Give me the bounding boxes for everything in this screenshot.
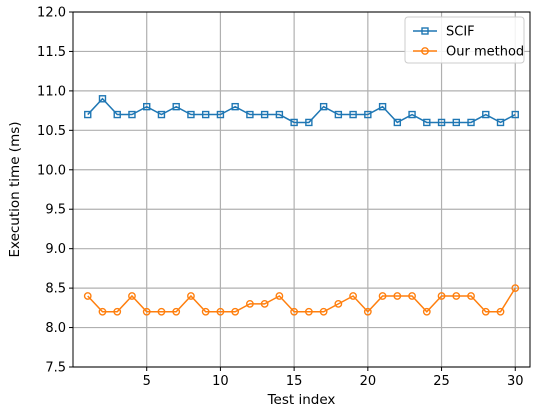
data-point	[305, 118, 313, 127]
data-point	[319, 102, 328, 111]
x-tick-label: 30	[507, 374, 524, 389]
data-point	[201, 110, 210, 119]
x-axis-ticks: 5 10 15 20 25 30	[143, 367, 524, 389]
y-tick-label: 8.0	[45, 321, 66, 336]
data-point	[142, 307, 151, 316]
data-point	[246, 110, 254, 119]
y-tick-label: 10.5	[37, 124, 66, 139]
legend-marker	[421, 27, 429, 35]
data-point	[393, 118, 402, 127]
y-tick-label: 8.5	[45, 282, 66, 297]
data-point	[364, 110, 372, 119]
data-point	[363, 307, 372, 316]
y-tick-label: 9.0	[45, 242, 66, 257]
x-tick-label: 15	[286, 374, 303, 389]
data-point	[113, 307, 122, 316]
legend-label: SCIF	[446, 25, 475, 40]
data-point	[319, 307, 328, 316]
data-point	[393, 292, 402, 300]
data-point	[231, 102, 239, 111]
data-point	[511, 110, 519, 119]
series-1	[83, 284, 520, 316]
x-tick-label: 10	[212, 374, 229, 389]
data-point	[231, 307, 240, 316]
legend-marker	[421, 47, 429, 55]
data-point	[187, 292, 195, 300]
y-tick-label: 11.0	[37, 84, 66, 99]
data-point	[84, 110, 92, 119]
x-tick-label: 25	[433, 374, 450, 389]
x-tick-label: 5	[143, 374, 151, 389]
data-point	[187, 110, 195, 119]
plot-frame	[72, 11, 531, 368]
data-point	[83, 292, 92, 300]
series-layer	[83, 95, 520, 316]
data-point	[467, 118, 475, 127]
y-tick-label: 10.0	[37, 163, 66, 178]
data-point	[511, 284, 520, 293]
data-point	[437, 118, 446, 127]
data-point	[98, 95, 107, 103]
data-point	[378, 292, 387, 300]
data-point	[143, 102, 151, 111]
data-point	[334, 299, 343, 308]
data-point	[216, 110, 225, 119]
series-0	[84, 95, 519, 127]
data-point	[172, 102, 180, 111]
data-point	[452, 118, 460, 127]
x-tick-label: 20	[360, 374, 377, 389]
data-point	[378, 102, 387, 111]
data-point	[422, 307, 431, 316]
data-point	[113, 110, 121, 119]
data-point	[201, 307, 210, 316]
x-axis-label: Test index	[267, 392, 336, 408]
data-point	[349, 292, 357, 300]
data-point	[290, 118, 298, 127]
data-point	[423, 118, 431, 127]
data-point	[334, 110, 343, 119]
data-point	[290, 307, 299, 316]
data-point	[157, 110, 166, 119]
data-point	[216, 307, 225, 316]
y-axis-ticks: 7.5 8.0 8.5 9.0 9.5 10.0 10.5 11.0 11.5 12.0	[37, 6, 73, 376]
legend-label: Our method	[446, 45, 524, 60]
y-tick-label: 12.0	[37, 6, 66, 21]
data-point	[172, 307, 181, 316]
data-point	[467, 292, 475, 300]
y-tick-label: 7.5	[45, 361, 66, 376]
data-point	[128, 292, 136, 300]
data-point	[496, 118, 505, 127]
data-point	[260, 110, 269, 119]
data-point	[349, 110, 357, 119]
series-line	[87, 287, 516, 313]
data-point	[157, 307, 166, 316]
grid-lines	[73, 11, 530, 368]
data-point	[482, 110, 490, 119]
legend-item: SCIF	[413, 25, 475, 40]
data-point	[452, 292, 461, 300]
legend-item: Our method	[413, 45, 524, 60]
data-point	[496, 307, 505, 316]
data-point	[98, 307, 107, 316]
data-point	[408, 110, 416, 119]
y-tick-label: 11.5	[37, 45, 66, 60]
data-point	[246, 299, 254, 308]
data-point	[260, 299, 269, 308]
series-line	[87, 97, 516, 124]
data-point	[408, 292, 416, 300]
y-axis-label: Execution time (ms)	[7, 121, 23, 257]
data-point	[437, 292, 446, 300]
y-tick-label: 9.5	[45, 203, 66, 218]
legend: SCIF Our method	[404, 16, 525, 64]
data-point	[304, 307, 313, 316]
data-point	[481, 307, 490, 316]
data-point	[128, 110, 136, 119]
data-point	[275, 292, 284, 300]
data-point	[275, 110, 284, 119]
